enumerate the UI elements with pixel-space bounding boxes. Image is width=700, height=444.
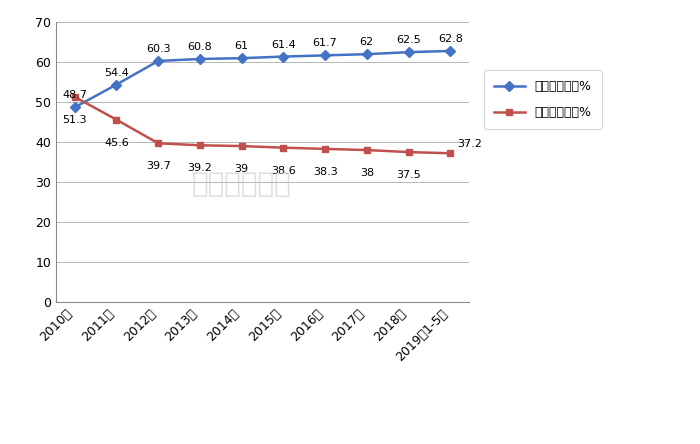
Text: 62.8: 62.8: [438, 34, 463, 44]
Text: 54.4: 54.4: [104, 67, 129, 78]
Text: 39.2: 39.2: [188, 163, 212, 173]
Text: 51.3: 51.3: [62, 115, 87, 125]
Text: 38.6: 38.6: [271, 166, 295, 176]
Text: 48.7: 48.7: [62, 91, 88, 100]
Text: 38.3: 38.3: [313, 167, 337, 177]
Text: 61.4: 61.4: [271, 40, 295, 50]
Text: 39: 39: [234, 164, 248, 174]
Text: 60.3: 60.3: [146, 44, 171, 54]
Text: 39.7: 39.7: [146, 161, 171, 171]
Text: 61.7: 61.7: [313, 39, 337, 48]
Text: 62.5: 62.5: [396, 35, 421, 45]
Text: 38: 38: [360, 168, 374, 178]
Text: 62: 62: [360, 37, 374, 47]
Text: 61: 61: [234, 41, 248, 51]
Text: 37.5: 37.5: [396, 170, 421, 180]
Text: 45.6: 45.6: [104, 138, 129, 148]
Text: 37.2: 37.2: [457, 139, 482, 149]
Text: 60.8: 60.8: [188, 42, 212, 52]
Legend: 双排座位占比%, 单排座位占比%: 双排座位占比%, 单排座位占比%: [484, 71, 602, 129]
Text: 商用汽车总站: 商用汽车总站: [192, 170, 292, 198]
